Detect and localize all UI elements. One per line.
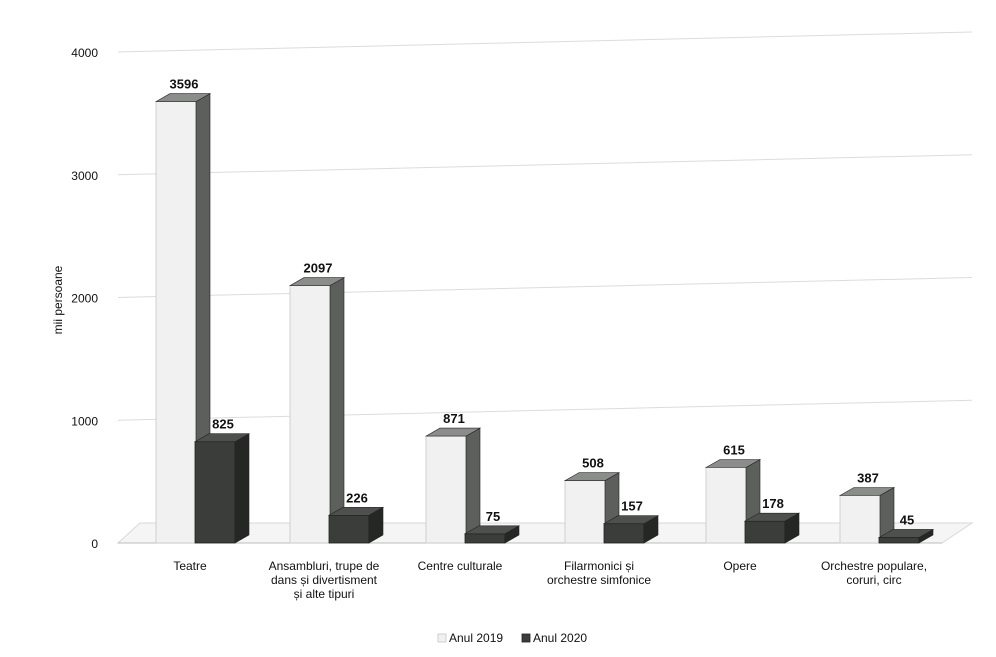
bar-front-face	[878, 537, 920, 544]
gridline	[117, 277, 973, 298]
data-label: 157	[621, 499, 643, 514]
bar-top-face	[704, 459, 762, 468]
data-label: 45	[900, 512, 914, 527]
bar-2019-0	[154, 93, 212, 544]
bar-top-face	[838, 487, 896, 496]
bar-top-face	[463, 525, 521, 535]
bar-2020-4	[743, 512, 801, 544]
bar-2019-1	[288, 277, 346, 544]
bar-2020-2	[463, 525, 521, 544]
bar-2020-0	[193, 433, 251, 544]
bar-2019-5	[838, 486, 896, 544]
data-label: 178	[762, 496, 784, 511]
data-label: 825	[212, 417, 234, 432]
data-label: 2097	[304, 261, 333, 276]
bar-top-face	[424, 427, 482, 437]
bar-front-face	[603, 523, 645, 544]
data-label: 3596	[170, 77, 199, 92]
x-category-label: Opere	[723, 559, 757, 573]
bar-side-face	[465, 427, 481, 544]
bar-side-face	[329, 277, 345, 544]
legend-label: Anul 2020	[533, 631, 587, 645]
x-category-label: Orchestre populare, coruri, circ	[821, 559, 927, 587]
bar-top-face	[327, 506, 385, 516]
bar-front-face	[155, 101, 197, 544]
legend: Anul 2019 Anul 2020	[437, 631, 587, 645]
bar-2019-4	[704, 458, 762, 544]
x-category-label: Centre culturale	[418, 559, 503, 573]
x-category-label: Filarmonici și orchestre simfonice	[547, 559, 651, 587]
data-label: 226	[346, 490, 368, 505]
bar-front-face	[289, 285, 331, 544]
y-tick-label: 3000	[71, 169, 98, 183]
bar-front-face	[744, 520, 786, 544]
bar-2020-1	[327, 506, 385, 544]
category-labels: Teatre Ansambluri, trupe de dans și divert…	[173, 559, 927, 601]
legend-swatch	[437, 633, 447, 643]
data-label: 871	[443, 411, 465, 426]
data-label: 387	[857, 470, 879, 485]
bar-top-face	[563, 472, 621, 481]
bar-top-face	[193, 433, 251, 443]
legend-item-2020: Anul 2020	[521, 631, 587, 645]
bar-2019-2	[424, 427, 482, 544]
bar-2020-5	[877, 528, 935, 544]
x-category-label: Teatre	[173, 559, 207, 573]
bar-front-face	[425, 435, 467, 544]
bar-front-face	[839, 495, 881, 544]
y-axis-title: mii persoane	[51, 265, 65, 334]
bars	[154, 93, 935, 544]
bar-side-face	[234, 433, 250, 544]
gridline	[117, 154, 973, 176]
bar-top-face	[743, 512, 801, 522]
bar-top-face	[877, 529, 935, 538]
bar-front-face	[464, 533, 506, 544]
x-category-label: Ansambluri, trupe de dans și divertisment…	[269, 559, 380, 601]
bar-front-face	[705, 467, 747, 544]
bar-top-face	[288, 277, 346, 286]
data-labels: 3596 2097 871 508 615 387 825 226 75 157 178 45	[170, 77, 915, 528]
y-tick-label: 1000	[71, 414, 98, 428]
bar-top-face	[602, 515, 660, 525]
legend-swatch	[521, 633, 531, 643]
y-tick-label: 4000	[71, 46, 98, 60]
grid-layer	[117, 31, 973, 421]
y-tick-label: 0	[91, 537, 98, 551]
data-label: 75	[486, 509, 500, 524]
bar-top-face	[154, 93, 212, 102]
legend-label: Anul 2019	[449, 631, 503, 645]
bar-front-face	[564, 480, 606, 544]
y-tick-label: 2000	[71, 292, 98, 306]
gridline	[117, 31, 973, 53]
data-label: 615	[723, 443, 745, 458]
y-axis: 0 1000 2000 3000 4000	[71, 46, 98, 551]
bar-front-face	[328, 514, 370, 544]
bar-front-face	[194, 441, 236, 544]
gridline	[117, 399, 973, 421]
bar-2020-3	[602, 515, 660, 544]
legend-item-2019: Anul 2019	[437, 631, 503, 645]
data-label: 508	[582, 456, 604, 471]
